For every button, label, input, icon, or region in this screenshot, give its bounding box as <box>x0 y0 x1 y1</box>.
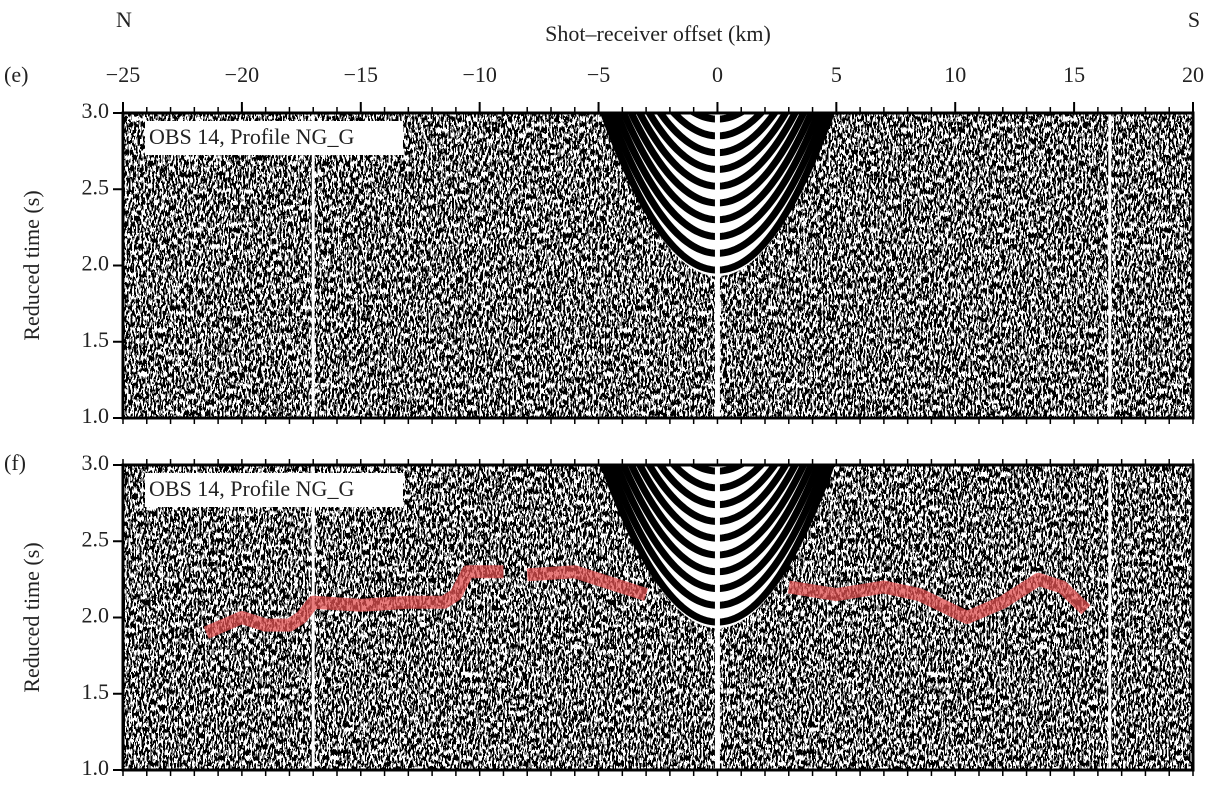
y-tick-label: 3.0 <box>82 450 110 475</box>
x-axis-label: Shot–receiver offset (km) <box>545 21 771 46</box>
x-tick-label: 15 <box>1063 62 1085 87</box>
pick-line <box>203 565 504 639</box>
y-tick-label: 2.5 <box>82 526 110 551</box>
y-tick-label: 2.5 <box>82 174 110 199</box>
x-tick-label: −5 <box>587 62 610 87</box>
x-tick-label: 10 <box>944 62 966 87</box>
y-tick-label: 2.0 <box>82 251 110 276</box>
direction-label: S <box>1188 7 1200 32</box>
fan-stripe <box>688 113 747 123</box>
x-tick-label: −20 <box>225 62 259 87</box>
x-tick-label: 20 <box>1182 62 1204 87</box>
x-tick-label: 5 <box>831 62 842 87</box>
text-box: OBS 14, Profile NG_G <box>149 124 354 149</box>
panel-label: (f) <box>4 450 26 475</box>
x-tick-label: −10 <box>462 62 496 87</box>
y-tick-label: 2.0 <box>82 603 110 628</box>
x-tick-label: −25 <box>106 62 140 87</box>
text-box-bg <box>145 121 403 155</box>
plot-area <box>123 465 1193 770</box>
y-tick-label: 1.0 <box>82 403 110 428</box>
pick-line <box>787 572 1091 624</box>
plot-area <box>123 113 1193 418</box>
direction-label: N <box>116 7 132 32</box>
y-tick-label: 3.0 <box>82 98 110 123</box>
y-tick-label: 1.0 <box>82 755 110 780</box>
y-tick-label: 1.5 <box>82 327 110 352</box>
y-axis-label: Reduced time (s) <box>19 190 44 340</box>
y-tick-label: 1.5 <box>82 679 110 704</box>
pick-line <box>526 565 649 601</box>
x-tick-label: −15 <box>344 62 378 87</box>
y-axis-label: Reduced time (s) <box>19 542 44 692</box>
panel-label: (e) <box>4 62 28 87</box>
x-tick-label: 0 <box>712 62 723 87</box>
text-box: OBS 14, Profile NG_G <box>149 476 354 501</box>
text-box-bg <box>145 473 403 507</box>
